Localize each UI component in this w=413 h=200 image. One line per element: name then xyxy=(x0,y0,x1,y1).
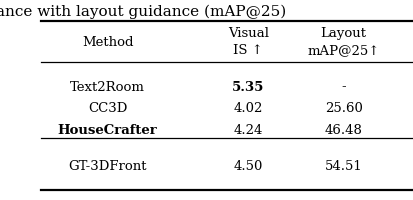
Text: ance with layout guidance (mAP@25): ance with layout guidance (mAP@25) xyxy=(0,5,285,19)
Text: HouseCrafter: HouseCrafter xyxy=(58,124,157,138)
Text: 4.24: 4.24 xyxy=(233,124,262,138)
Text: Text2Room: Text2Room xyxy=(70,81,145,94)
Text: Method: Method xyxy=(82,36,133,48)
Text: 4.50: 4.50 xyxy=(233,160,262,173)
Text: 4.02: 4.02 xyxy=(233,102,262,116)
Text: 5.35: 5.35 xyxy=(232,81,264,94)
Text: Visual
IS ↑: Visual IS ↑ xyxy=(227,27,268,57)
Text: -: - xyxy=(340,81,345,94)
Text: Layout
mAP@25↑: Layout mAP@25↑ xyxy=(307,27,379,57)
Text: 54.51: 54.51 xyxy=(324,160,362,173)
Text: 25.60: 25.60 xyxy=(324,102,362,116)
Text: GT-3DFront: GT-3DFront xyxy=(68,160,147,173)
Text: 46.48: 46.48 xyxy=(324,124,362,138)
Text: CC3D: CC3D xyxy=(88,102,127,116)
